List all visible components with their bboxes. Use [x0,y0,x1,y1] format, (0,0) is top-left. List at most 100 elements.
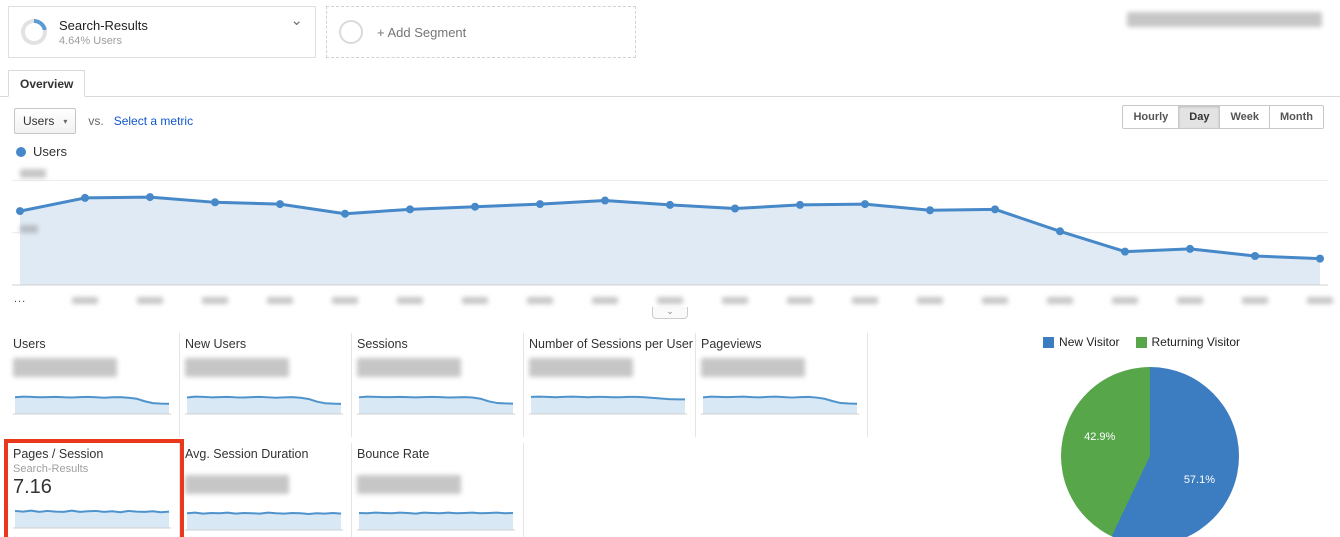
visitor-pie-section: New Visitor Returning Visitor 42.9% 57.1… [880,333,1340,537]
segment-donut-icon [21,19,47,45]
users-line-chart-area [12,163,1328,293]
x-axis-tick-label-redacted [137,297,163,304]
metric-sparkline [185,395,343,415]
dropdown-arrow-icon: ▾ [63,116,68,126]
select-a-metric-link[interactable]: Select a metric [113,114,194,128]
metric-title: Pages / Session [13,447,104,461]
metric-cards: Users New Users Sessions Number of Sessi… [8,333,880,537]
returning-visitor-percentage: 42.9% [1084,431,1116,444]
metric-title: Users [13,337,46,351]
legend-new-visitor[interactable]: New Visitor [1043,335,1120,349]
segment-card[interactable]: Search-Results 4.64% Users ⌄ [8,6,316,58]
metric-card-sessions[interactable]: Sessions [352,333,524,437]
tab-bar: Overview [0,70,1340,97]
metric-sparkline [701,395,859,415]
x-axis-tick-label-redacted [722,297,748,304]
x-axis-labels: ... [12,293,1333,309]
metric-card-avg-session-duration[interactable]: Avg. Session Duration [180,443,352,537]
visitor-pie-chart[interactable]: 42.9% 57.1% [1061,367,1239,537]
metric-sparkline [13,509,171,529]
metric-cards-row-1: Users New Users Sessions Number of Sessi… [8,333,880,437]
metric-sparkline [357,511,515,531]
x-axis-tick-label-redacted [592,297,618,304]
segment-header: Search-Results 4.64% Users ⌄ + Add Segme… [0,0,1340,70]
x-axis-tick-label-redacted [267,297,293,304]
metrics-section: Users New Users Sessions Number of Sessi… [0,333,1340,537]
add-segment-button[interactable]: + Add Segment [326,6,636,58]
metric-dropdown-value: Users [23,114,55,128]
new-visitor-percentage: 57.1% [1183,473,1216,486]
metric-value-redacted [701,358,805,377]
granularity-day-button[interactable]: Day [1179,105,1221,129]
metric-title: Sessions [357,337,408,351]
y-axis-label-redacted [20,225,38,233]
x-axis-tick-label-redacted [982,297,1008,304]
chart-legend: Users [0,137,1340,161]
x-axis-tick-label-redacted [1307,297,1333,304]
metric-card-new-users[interactable]: New Users [180,333,352,437]
metric-value-redacted [185,475,289,494]
x-axis-tick-label-redacted [462,297,488,304]
metric-title: Bounce Rate [357,447,430,461]
x-axis-tick-label-redacted [332,297,358,304]
metric-value: 7.16 [13,476,52,498]
segment-text: Search-Results 4.64% Users [59,18,148,47]
x-axis-tick-label-redacted [787,297,813,304]
metric-sparkline [529,395,687,415]
metric-card-users[interactable]: Users [8,333,180,437]
metric-cards-row-2: Pages / Session Search-Results 7.16 Avg.… [8,443,880,537]
metric-title: Pageviews [701,337,762,351]
granularity-week-button[interactable]: Week [1220,105,1271,129]
metric-value-redacted [529,358,633,377]
tab-overview-label: Overview [20,77,74,91]
metric-dropdown[interactable]: Users ▾ [14,108,77,134]
pie-legend: New Visitor Returning Visitor [1043,335,1240,349]
x-axis-tick-label-redacted [202,297,228,304]
metric-card-pages-session[interactable]: Pages / Session Search-Results 7.16 [8,443,180,537]
chart-collapse-handle[interactable]: ⌄ [652,307,688,319]
users-legend-dot-icon [16,146,26,157]
legend-returning-visitor[interactable]: Returning Visitor [1135,335,1240,349]
x-axis-tick-label-redacted [1112,297,1138,304]
chevron-down-icon: ⌄ [666,306,674,316]
x-axis-tick-label-redacted [1177,297,1203,304]
metric-card-sessions-per-user[interactable]: Number of Sessions per User [524,333,696,437]
x-axis-tick-label-redacted [852,297,878,304]
metric-title: Number of Sessions per User [529,337,693,351]
x-axis-tick-label-redacted [1242,297,1268,304]
granularity-month-button[interactable]: Month [1270,105,1324,129]
users-line-chart[interactable] [12,163,1328,293]
users-legend-label: Users [33,144,67,159]
metric-sparkline [357,395,515,415]
granularity-button-group: Hourly Day Week Month [1122,105,1324,129]
add-segment-label: + Add Segment [377,24,467,40]
granularity-hourly-button[interactable]: Hourly [1122,105,1180,129]
segment-subtitle: 4.64% Users [59,34,122,47]
add-segment-circle-icon [339,20,363,44]
metric-value-redacted [185,358,289,377]
x-axis-tick-label-redacted [397,297,423,304]
x-axis-tick-label-redacted [1047,297,1073,304]
metric-segment-subtitle: Search-Results [13,463,89,475]
metric-card-pageviews[interactable]: Pageviews [696,333,868,437]
y-axis-label-redacted [20,169,46,178]
returning-visitor-swatch-icon [1135,336,1147,348]
x-axis-tick-label-redacted [657,297,683,304]
metric-card-bounce-rate[interactable]: Bounce Rate [352,443,524,537]
segment-name: Search-Results [59,17,148,33]
chart-toolbar: Users ▾ vs. Select a metric Hourly Day W… [0,97,1340,137]
metric-value-redacted [13,358,117,377]
legend-label: New Visitor [1059,335,1120,349]
x-axis-ellipsis: ... [14,293,27,305]
metric-value-redacted [357,475,461,494]
x-axis-tick-label-redacted [527,297,553,304]
metric-title: Avg. Session Duration [185,447,309,461]
chevron-down-icon[interactable]: ⌄ [290,12,303,29]
date-range-selector[interactable] [1127,12,1322,27]
metric-sparkline [185,511,343,531]
vs-label: vs. [88,114,104,128]
tab-overview[interactable]: Overview [8,70,86,97]
x-axis-tick-label-redacted [917,297,943,304]
metric-title: New Users [185,337,247,351]
new-visitor-swatch-icon [1043,336,1055,348]
